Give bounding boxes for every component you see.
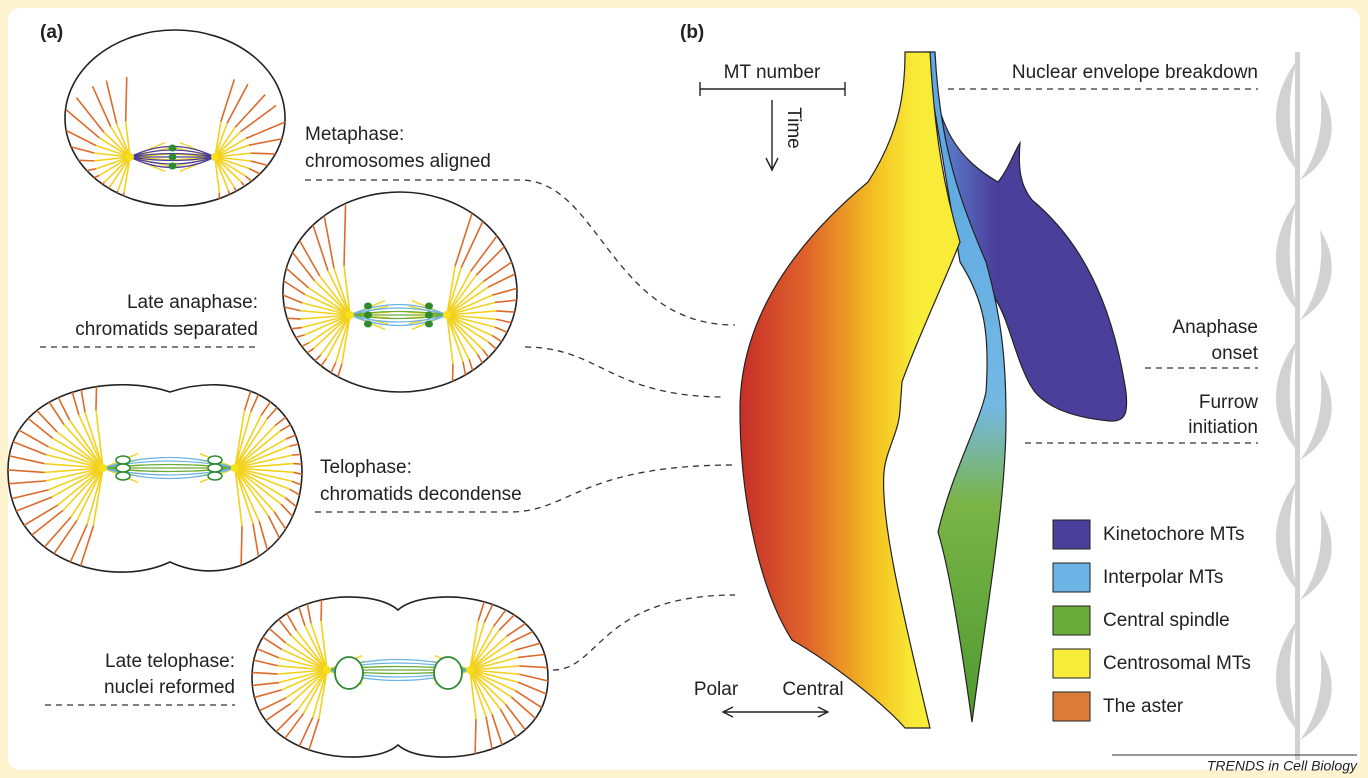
phase-label: chromatids separated	[75, 319, 258, 340]
phase-label: chromosomes aligned	[305, 151, 491, 172]
legend-label: Kinetochore MTs	[1103, 524, 1245, 545]
centrosome	[231, 464, 239, 472]
phase-label: Late anaphase:	[127, 292, 258, 313]
event-label: onset	[1212, 343, 1259, 364]
axis-label: Polar	[694, 679, 739, 700]
phase-label: Late telophase:	[105, 651, 235, 672]
chromosome	[425, 321, 433, 328]
microtubule	[126, 77, 127, 121]
centrosome	[443, 311, 451, 319]
figure: (a) (b) Metaphase: chromosomes aligned L…	[0, 0, 1368, 778]
panel-label: (a)	[40, 22, 63, 43]
legend-label: Central spindle	[1103, 610, 1230, 631]
phase-label: nuclei reformed	[104, 677, 235, 698]
legend-swatch	[1053, 692, 1090, 721]
legend-swatch	[1053, 649, 1090, 678]
chromosome	[364, 303, 372, 310]
centrosome	[211, 153, 219, 161]
chromosome	[169, 154, 177, 161]
centrosome	[99, 464, 107, 472]
chromatid	[208, 472, 222, 480]
legend-label: Centrosomal MTs	[1103, 653, 1251, 674]
axis-label: Time	[783, 107, 804, 149]
chromatid	[116, 464, 130, 472]
phase-label: chromatids decondense	[320, 484, 522, 505]
chromatid	[208, 464, 222, 472]
chromatid	[208, 456, 222, 464]
axis-label: Central	[782, 679, 843, 700]
axis-label: MT number	[724, 62, 821, 83]
legend-label: Interpolar MTs	[1103, 567, 1223, 588]
nucleus	[434, 657, 462, 689]
centrosome	[466, 666, 474, 674]
event-label: initiation	[1188, 417, 1258, 438]
cell-metaphase	[65, 30, 285, 206]
chromatid	[116, 472, 130, 480]
chromosome	[425, 312, 433, 319]
event-label: Nuclear envelope breakdown	[1012, 62, 1258, 83]
centrosome	[126, 153, 134, 161]
chromosome	[425, 303, 433, 310]
phase-label: Metaphase:	[305, 124, 404, 145]
chromosome	[364, 312, 372, 319]
chromosome	[169, 145, 177, 152]
legend-swatch	[1053, 606, 1090, 635]
phase-label: Telophase:	[320, 457, 412, 478]
chromosome	[169, 163, 177, 170]
centrosome	[346, 311, 354, 319]
credit: TRENDS in Cell Biology	[1207, 758, 1358, 774]
legend-swatch	[1053, 520, 1090, 549]
event-label: Furrow	[1199, 392, 1258, 413]
nucleus	[335, 657, 363, 689]
centrosome	[323, 666, 331, 674]
chromosome	[364, 321, 372, 328]
panel-label: (b)	[680, 22, 704, 43]
legend-swatch	[1053, 563, 1090, 592]
chromatid	[116, 456, 130, 464]
legend-label: The aster	[1103, 696, 1184, 717]
event-label: Anaphase	[1172, 317, 1258, 338]
